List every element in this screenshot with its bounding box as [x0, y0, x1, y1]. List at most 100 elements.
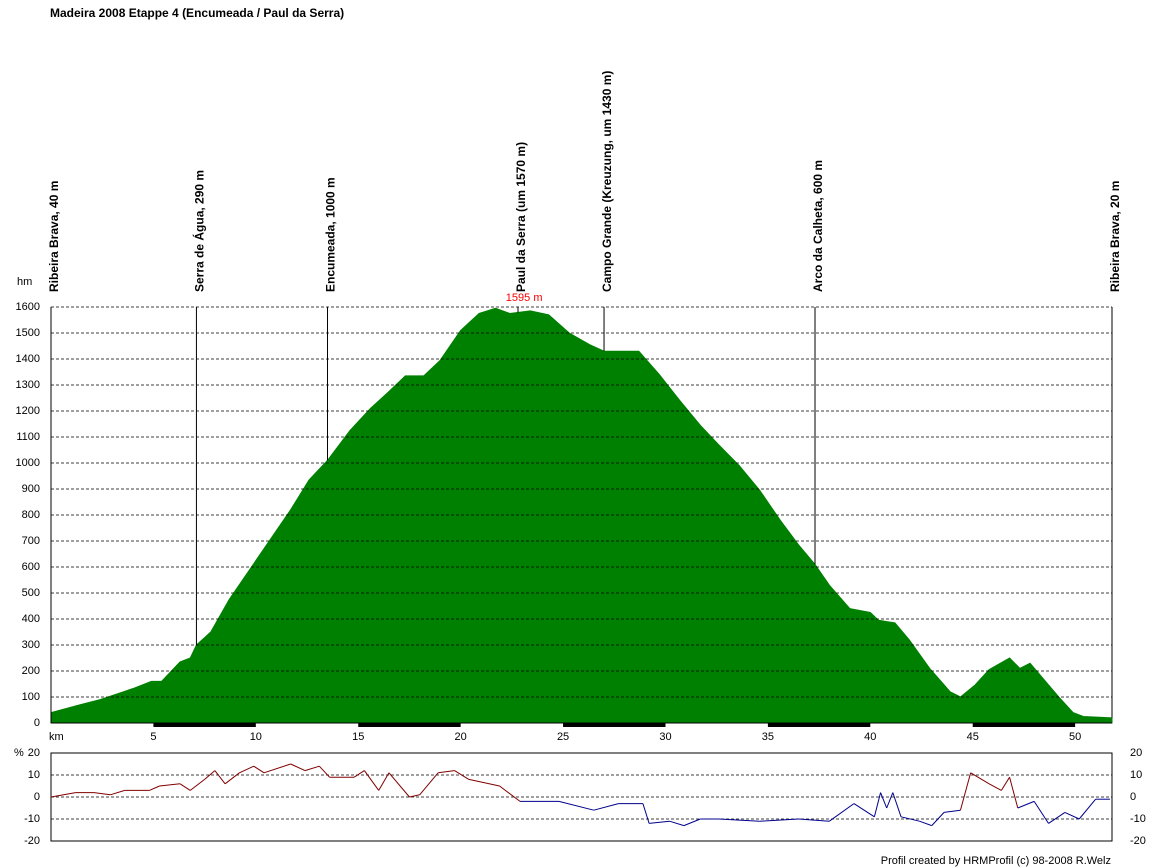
y-tick-label: 700 [22, 535, 40, 547]
x-tick-label: 25 [557, 731, 569, 743]
gradient-segment [919, 820, 932, 827]
km-band [563, 723, 666, 727]
y2-tick-label: 0 [1130, 791, 1136, 803]
waypoint-label: Encumeada, 1000 m [324, 177, 338, 292]
gradient-segment [239, 765, 254, 774]
gradient-segment [1000, 776, 1011, 791]
gradient-segment [499, 785, 521, 802]
y-tick-label: 1600 [16, 301, 40, 313]
y-tick-label: 20 [28, 747, 40, 759]
gradient-segment [189, 779, 205, 791]
y-tick-label: 900 [22, 483, 40, 495]
gradient-segment [438, 770, 455, 774]
x-axis-label: km [49, 731, 64, 743]
chart-title: Madeira 2008 Etappe 4 (Encumeada / Paul … [50, 6, 344, 20]
y-axis-label: % [14, 747, 24, 759]
gradient-segment [1017, 800, 1035, 809]
x-tick-label: 45 [967, 731, 979, 743]
gradient-segment [363, 770, 380, 791]
y-tick-label: -10 [24, 813, 40, 825]
gradient-segment [669, 820, 685, 827]
waypoint-label: Paul da Serra (um 1570 m) [514, 142, 528, 292]
waypoint-label: Campo Grande (Kreuzung, um 1430 m) [600, 71, 614, 292]
km-band [358, 723, 461, 727]
gradient-segment [1033, 801, 1049, 824]
gradient-segment [970, 772, 990, 785]
gradient-segment [959, 772, 972, 811]
gradient-segment [683, 818, 701, 827]
y-tick-label: 300 [22, 639, 40, 651]
gradient-segment [798, 818, 830, 822]
gradient-segment [1048, 811, 1066, 824]
gradient-segment [93, 792, 111, 796]
gradient-segment [718, 818, 760, 822]
waypoint-label: Arco da Calheta, 600 m [811, 160, 825, 292]
footer: Profil created by HRMProfil (c) 98-2008 … [881, 855, 1111, 867]
y-tick-label: 0 [34, 717, 40, 729]
x-tick-label: 50 [1069, 731, 1081, 743]
y2-tick-label: 20 [1130, 747, 1142, 759]
gradient-segment [468, 778, 500, 787]
gradient-segment [224, 772, 240, 785]
y-tick-label: 600 [22, 561, 40, 573]
gradient-segment [931, 812, 945, 826]
y-tick-label: 1000 [16, 457, 40, 469]
max-label: 1595 m [506, 292, 543, 304]
gradient-segment [873, 792, 882, 817]
gradient-segment [759, 818, 799, 822]
gradient-segment [149, 785, 160, 791]
km-band [153, 723, 256, 727]
gradient-segment [886, 792, 894, 809]
y2-tick-label: -20 [1130, 835, 1146, 847]
gradient-segment [1064, 811, 1080, 820]
y-tick-label: 1400 [16, 353, 40, 365]
gradient-segment [304, 765, 320, 772]
y-tick-label: 0 [34, 791, 40, 803]
gradient-segment [900, 816, 920, 822]
gradient-segment [378, 772, 390, 791]
gradient-segment [943, 809, 961, 813]
km-band [767, 723, 871, 727]
gradient-segment [892, 792, 902, 817]
gradient-segment [853, 803, 875, 818]
gradient-segment [454, 770, 470, 780]
gradient-segment [353, 770, 365, 778]
gradient-segment [50, 792, 76, 798]
gradient-segment [318, 765, 330, 778]
y-tick-label: 1100 [16, 431, 40, 443]
gradient-segment [988, 783, 1002, 791]
x-tick-label: 15 [352, 731, 364, 743]
y-tick-label: 100 [22, 691, 40, 703]
y-tick-label: -20 [24, 835, 40, 847]
gradient-segment [388, 772, 410, 798]
gradient-segment [593, 803, 619, 811]
y-tick-label: 1500 [16, 327, 40, 339]
elevation-area [50, 307, 1113, 724]
gradient-segment [214, 770, 226, 785]
waypoint-label: Ribeira Brava, 20 m [1108, 181, 1122, 292]
gradient-segment [179, 783, 191, 791]
y-tick-label: 800 [22, 509, 40, 521]
y-tick-label: 1200 [16, 405, 40, 417]
gradient-segment [642, 803, 650, 824]
gradient-segment [880, 792, 888, 809]
y-tick-label: 200 [22, 665, 40, 677]
gradient-segment [204, 770, 216, 780]
gradient-segment [419, 772, 439, 796]
x-tick-label: 30 [659, 731, 671, 743]
gradient-segment [290, 763, 306, 772]
x-tick-label: 20 [455, 731, 467, 743]
waypoint-label: Ribeira Brava, 40 m [47, 181, 61, 292]
gradient-segment [1009, 777, 1019, 809]
y2-tick-label: 10 [1130, 769, 1142, 781]
gradient-segment [649, 820, 670, 824]
gradient-segment [1078, 798, 1096, 820]
gradient-segment [558, 800, 594, 811]
gradient-segment [159, 783, 181, 787]
x-tick-label: 35 [762, 731, 774, 743]
x-tick-label: 10 [250, 731, 262, 743]
y2-tick-label: -10 [1130, 813, 1146, 825]
gradient-segment [253, 765, 265, 774]
x-tick-label: 40 [864, 731, 876, 743]
